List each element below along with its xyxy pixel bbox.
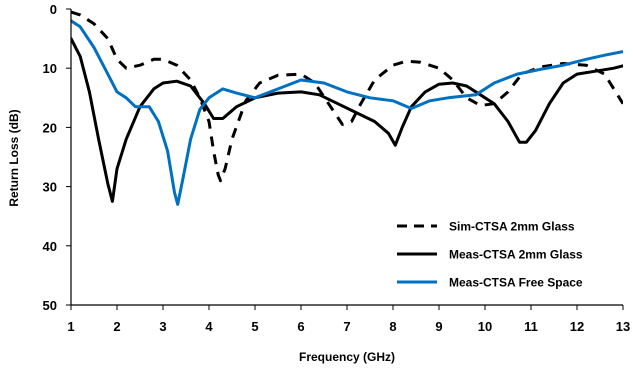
x-tick-label: 4 (205, 319, 213, 334)
x-axis-label: Frequency (GHz) (299, 350, 395, 364)
x-tick-label: 12 (570, 319, 584, 334)
series-line-1 (71, 10, 623, 183)
x-tick-label: 1 (67, 319, 74, 334)
x-tick-label: 7 (343, 319, 350, 334)
y-tick-label: 30 (43, 180, 57, 195)
legend-label-2: Meas-CTSA 2mm Glass (449, 248, 583, 262)
y-tick-label: 40 (43, 239, 57, 254)
x-tick-label: 10 (478, 319, 492, 334)
y-tick-label: 0 (50, 2, 57, 17)
series-line-2 (71, 37, 623, 203)
legend-label-3: Meas-CTSA Free Space (449, 276, 583, 290)
x-tick-label: 5 (251, 319, 258, 334)
legend-label-1: Sim-CTSA 2mm Glass (449, 220, 575, 234)
y-tick-label: 50 (43, 298, 57, 313)
x-tick-label: 2 (113, 319, 120, 334)
series-layer (71, 10, 623, 206)
y-tick-label: 20 (43, 120, 57, 135)
legend: Sim-CTSA 2mm Glass Meas-CTSA 2mm Glass Mea… (397, 220, 583, 290)
y-axis-label: Return Loss (dB) (7, 109, 21, 206)
y-tick-label: 10 (43, 61, 57, 76)
x-tick-label: 6 (297, 319, 304, 334)
x-tick-label: 9 (435, 319, 442, 334)
x-tick-label: 11 (524, 319, 538, 334)
x-tick-label: 13 (616, 319, 630, 334)
x-tick-label: 8 (389, 319, 396, 334)
series-line-3 (71, 19, 623, 206)
x-tick-label: 3 (159, 319, 166, 334)
